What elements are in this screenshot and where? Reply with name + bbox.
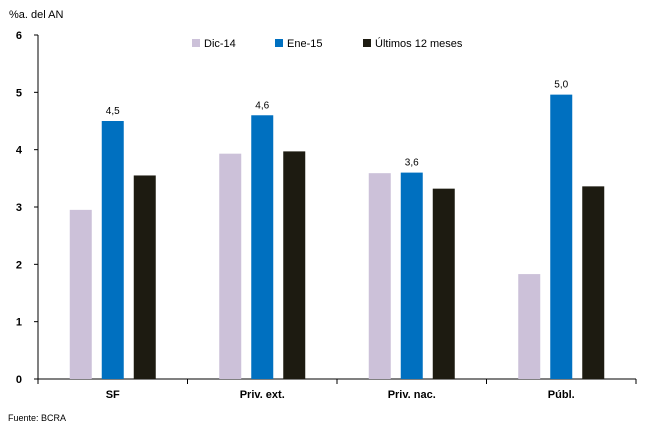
data-label: 5,0: [554, 80, 568, 91]
x-tick-label: SF: [106, 389, 120, 401]
y-tick-label: 4: [16, 145, 23, 157]
bar-p-bl--series-1: [550, 94, 573, 380]
data-label: 4,5: [106, 106, 120, 117]
legend: Dic-14 Ene-15 Últimos 12 meses: [192, 37, 463, 50]
bar-sf-series-0: [69, 209, 92, 379]
data-label: 3,6: [405, 158, 419, 169]
bar-priv-ext--series-1: [251, 115, 274, 380]
x-tick-label: Priv. nac.: [388, 389, 436, 401]
bar-priv-nac--series-2: [432, 188, 455, 379]
y-tick-label: 0: [16, 374, 22, 386]
legend-label: Dic-14: [204, 38, 236, 50]
plot-area: 0 1 2 3 4 5 6 SF Priv. ext. Priv. nac. Públ. 4,5 4,6…: [16, 30, 637, 401]
legend-label: Últimos 12 meses: [375, 37, 463, 50]
legend-label: Ene-15: [287, 38, 322, 50]
y-tick-label: 1: [16, 317, 22, 329]
bar-p-bl--series-0: [518, 274, 541, 379]
y-axis-label: %a. del AN: [9, 9, 63, 21]
legend-item: Dic-14: [192, 38, 236, 50]
y-tick-label: 6: [16, 30, 22, 42]
source-note: Fuente: BCRA: [8, 413, 67, 423]
y-tick-label: 3: [16, 202, 22, 214]
chart-figure: %a. del AN Dic-14 Ene-15 Últimos 12 meses …: [9, 9, 637, 401]
x-tick-label: Priv. ext.: [240, 389, 285, 401]
y-tick-label: 5: [16, 87, 22, 99]
bar-sf-series-2: [133, 175, 156, 379]
bar-priv-nac--series-0: [368, 173, 391, 379]
x-tick-label: Públ.: [548, 389, 575, 401]
legend-swatch: [275, 39, 283, 47]
legend-swatch: [192, 39, 200, 47]
bar-priv-ext--series-2: [283, 151, 306, 379]
legend-item: Ene-15: [275, 38, 322, 50]
legend-item: Últimos 12 meses: [363, 37, 463, 50]
bar-sf-series-1: [101, 121, 124, 379]
bar-priv-nac--series-1: [400, 172, 423, 379]
legend-swatch: [363, 39, 371, 47]
y-tick-label: 2: [16, 259, 22, 271]
bar-priv-ext--series-0: [219, 153, 242, 379]
bar-p-bl--series-2: [582, 186, 605, 379]
data-label: 4,6: [255, 100, 269, 111]
